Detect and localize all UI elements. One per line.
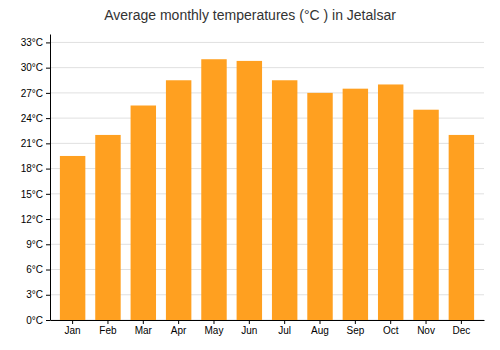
x-axis: Jan Feb Mar Apr May Jun Jul Aug Sep Oct Nov Dec <box>51 320 485 336</box>
x-tick-mark <box>72 320 73 324</box>
y-tick: 30°C <box>21 62 50 73</box>
bar <box>166 80 191 320</box>
x-tick: Jun <box>241 320 257 336</box>
x-tick: Dec <box>452 320 470 336</box>
title: Average monthly temperatures (°C ) in Je… <box>104 7 396 23</box>
y-tick-mark <box>46 68 50 69</box>
x-tick: Jul <box>278 320 291 336</box>
y-tick-mark <box>46 194 50 195</box>
x-tick-mark <box>213 320 214 324</box>
bar <box>201 59 226 320</box>
y-tick-mark <box>46 320 50 321</box>
y-tick-label: 27°C <box>21 88 43 99</box>
x-tick-label: Jun <box>241 325 257 336</box>
x-tick: Oct <box>383 320 399 336</box>
bar <box>131 106 156 321</box>
x-tick-label: Mar <box>135 325 153 336</box>
x-tick: May <box>205 320 224 336</box>
x-tick-mark <box>426 320 427 324</box>
x-tick-mark <box>355 320 356 324</box>
y-tick-label: 33°C <box>21 37 43 48</box>
y-tick: 18°C <box>21 163 50 174</box>
bars <box>60 59 474 320</box>
y-tick-label: 9°C <box>26 239 43 250</box>
y-tick: 24°C <box>21 113 50 124</box>
x-tick-label: Sep <box>346 325 364 336</box>
bar <box>413 110 438 320</box>
x-tick: Aug <box>311 320 329 336</box>
x-tick-label: Apr <box>171 325 187 336</box>
x-tick-label: Oct <box>383 325 399 336</box>
y-tick-mark <box>46 42 50 43</box>
y-tick-mark <box>46 270 50 271</box>
x-tick: Apr <box>171 320 187 336</box>
x-axis-line <box>51 320 485 321</box>
bar <box>378 84 403 320</box>
y-tick-mark <box>46 93 50 94</box>
grid-line <box>50 92 484 93</box>
y-tick-mark <box>46 295 50 296</box>
bar <box>95 135 120 320</box>
y-tick: 9°C <box>26 239 50 250</box>
y-tick-label: 15°C <box>21 189 43 200</box>
bar <box>237 61 262 320</box>
x-tick-mark <box>320 320 321 324</box>
y-tick: 27°C <box>21 88 50 99</box>
x-tick: Feb <box>99 320 117 336</box>
x-tick: Sep <box>346 320 364 336</box>
plot: 0°C 3°C 6°C 9°C 12°C 15°C 18°C 21°C 24°C 27°C 30°C… <box>21 35 485 337</box>
x-tick-mark <box>390 320 391 324</box>
chart-svg: Average monthly temperatures (°C ) in Je… <box>0 0 500 350</box>
x-tick-mark <box>107 320 108 324</box>
grid <box>50 42 484 320</box>
x-tick-mark <box>461 320 462 324</box>
x-tick-label: Feb <box>99 325 117 336</box>
x-tick-label: Dec <box>452 325 470 336</box>
y-tick-label: 6°C <box>26 264 43 275</box>
x-tick: Nov <box>417 320 435 336</box>
chart-container: Average monthly temperatures (°C ) in Je… <box>0 0 500 350</box>
y-axis-line <box>50 35 51 321</box>
y-tick-mark <box>46 169 50 170</box>
x-tick-mark <box>284 320 285 324</box>
y-tick-label: 18°C <box>21 163 43 174</box>
y-tick: 15°C <box>21 189 50 200</box>
y-tick-label: 3°C <box>26 289 43 300</box>
y-tick-mark <box>46 143 50 144</box>
x-tick-label: Jul <box>278 325 291 336</box>
x-tick-label: Nov <box>417 325 435 336</box>
y-tick: 6°C <box>26 264 50 275</box>
y-tick-label: 24°C <box>21 113 43 124</box>
y-tick-mark <box>46 219 50 220</box>
x-tick-label: Aug <box>311 325 329 336</box>
y-axis: 0°C 3°C 6°C 9°C 12°C 15°C 18°C 21°C 24°C 27°C 30°C… <box>21 35 51 326</box>
x-tick-mark <box>178 320 179 324</box>
x-tick-mark <box>143 320 144 324</box>
bar <box>60 156 85 320</box>
x-tick-mark <box>249 320 250 324</box>
grid-line <box>50 67 484 68</box>
y-tick: 3°C <box>26 289 50 300</box>
bar <box>272 80 297 320</box>
bar <box>307 93 332 320</box>
y-tick: 33°C <box>21 37 50 48</box>
x-tick-label: Jan <box>65 325 81 336</box>
y-tick-label: 21°C <box>21 138 43 149</box>
y-tick-label: 12°C <box>21 214 43 225</box>
y-tick-mark <box>46 118 50 119</box>
grid-line <box>50 42 484 43</box>
x-tick: Jan <box>65 320 81 336</box>
y-tick-mark <box>46 244 50 245</box>
bar <box>449 135 474 320</box>
y-tick: 0°C <box>26 315 50 326</box>
y-tick: 21°C <box>21 138 50 149</box>
y-tick-label: 0°C <box>26 315 43 326</box>
y-tick: 12°C <box>21 214 50 225</box>
x-tick: Mar <box>135 320 153 336</box>
x-tick-label: May <box>205 325 224 336</box>
y-tick-label: 30°C <box>21 62 43 73</box>
bar <box>343 89 368 320</box>
